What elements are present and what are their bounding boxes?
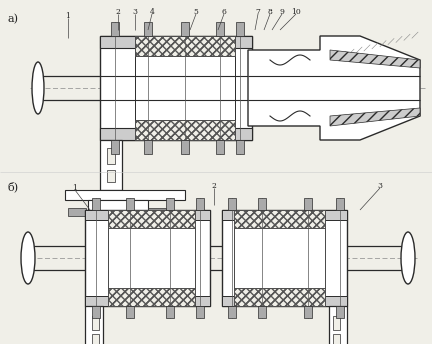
Ellipse shape (21, 232, 35, 284)
Text: 8: 8 (267, 8, 273, 16)
Bar (85, 210, 210, 306)
Bar (92, 334, 99, 344)
Polygon shape (330, 50, 420, 68)
Bar (135, 36, 235, 56)
Bar (196, 198, 204, 210)
Bar (234, 210, 325, 228)
Text: 2: 2 (212, 182, 216, 190)
Bar (222, 296, 347, 306)
Bar (333, 316, 340, 330)
Bar (196, 306, 204, 318)
Bar (65, 190, 185, 200)
Text: 9: 9 (280, 8, 284, 16)
Bar (258, 306, 266, 318)
Text: 10: 10 (291, 8, 301, 16)
Bar (166, 198, 174, 210)
Ellipse shape (32, 62, 44, 114)
Bar (234, 288, 325, 306)
Text: 3: 3 (378, 182, 382, 190)
Bar (336, 198, 344, 210)
Bar (108, 288, 195, 306)
Bar (304, 198, 312, 210)
Text: 1: 1 (73, 184, 77, 192)
Bar (111, 22, 119, 36)
Bar (304, 306, 312, 318)
Bar (135, 120, 235, 140)
Bar (100, 140, 122, 190)
Bar (135, 120, 235, 140)
Bar (100, 128, 252, 140)
Bar (234, 210, 325, 228)
Text: 3: 3 (133, 8, 137, 16)
Polygon shape (330, 108, 420, 126)
Bar (92, 316, 99, 330)
Bar (333, 334, 340, 344)
Bar (88, 200, 148, 220)
Text: а): а) (8, 14, 19, 24)
Text: 2: 2 (116, 8, 121, 16)
Bar (258, 198, 266, 210)
Text: 6: 6 (222, 8, 226, 16)
Text: 5: 5 (194, 8, 198, 16)
Bar (144, 22, 152, 36)
Bar (111, 140, 119, 154)
Bar (100, 36, 252, 48)
Bar (135, 36, 235, 56)
Bar (336, 306, 344, 318)
Bar (85, 296, 210, 306)
Bar (234, 288, 325, 306)
Polygon shape (248, 36, 420, 140)
Bar (107, 148, 115, 164)
Bar (148, 208, 166, 216)
Bar (166, 306, 174, 318)
Bar (68, 208, 86, 216)
Bar (108, 210, 195, 228)
Text: 4: 4 (149, 8, 154, 16)
Bar (329, 306, 347, 344)
Bar (108, 288, 195, 306)
Bar (181, 22, 189, 36)
Bar (216, 140, 224, 154)
Bar (181, 140, 189, 154)
Bar (228, 198, 236, 210)
Bar (222, 210, 347, 306)
Bar (92, 198, 100, 210)
Bar (85, 210, 210, 220)
Bar (126, 306, 134, 318)
Bar (236, 22, 244, 36)
Bar (108, 210, 195, 228)
Bar (85, 306, 103, 344)
Bar (222, 210, 347, 220)
Text: б): б) (8, 182, 19, 193)
Bar (144, 140, 152, 154)
Bar (126, 198, 134, 210)
Text: 1: 1 (66, 12, 70, 20)
Ellipse shape (401, 232, 415, 284)
Bar (216, 22, 224, 36)
Bar (92, 306, 100, 318)
Bar (228, 306, 236, 318)
Bar (236, 140, 244, 154)
Bar (107, 170, 115, 182)
Text: 7: 7 (256, 8, 260, 16)
Bar (100, 36, 252, 140)
